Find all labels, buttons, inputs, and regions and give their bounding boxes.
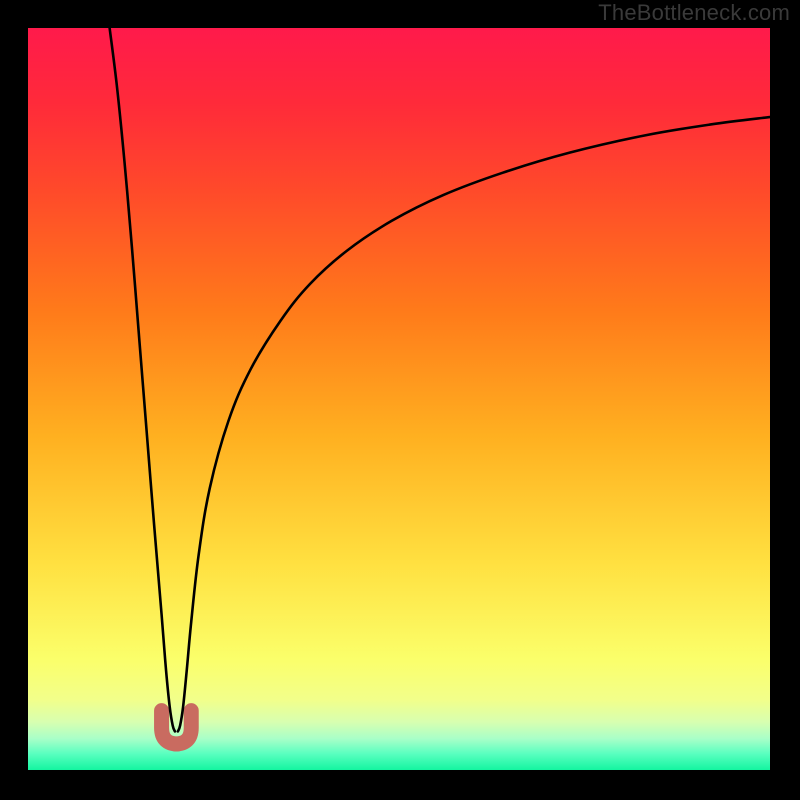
chart-svg [0,0,800,800]
plot-gradient-background [28,28,770,770]
chart-stage: TheBottleneck.com [0,0,800,800]
